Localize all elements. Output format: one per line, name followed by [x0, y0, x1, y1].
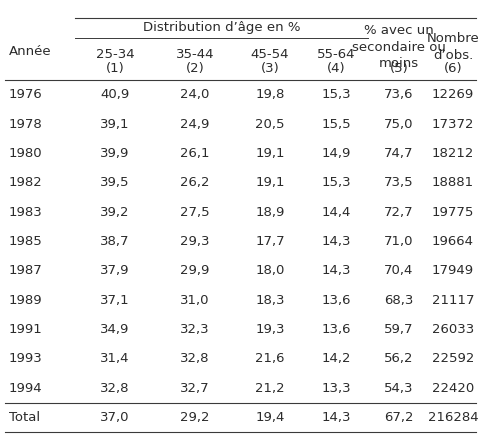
Text: 17372: 17372: [431, 117, 473, 131]
Text: 39,2: 39,2: [100, 205, 130, 219]
Text: (3): (3): [260, 62, 279, 74]
Text: 37,9: 37,9: [100, 264, 130, 277]
Text: 18,3: 18,3: [255, 293, 284, 307]
Text: 75,0: 75,0: [384, 117, 413, 131]
Text: 18,0: 18,0: [255, 264, 284, 277]
Text: 12269: 12269: [431, 88, 473, 101]
Text: 15,3: 15,3: [321, 176, 350, 189]
Text: 13,3: 13,3: [321, 381, 350, 395]
Text: 24,9: 24,9: [180, 117, 209, 131]
Text: 29,9: 29,9: [180, 264, 209, 277]
Text: 34,9: 34,9: [100, 323, 130, 336]
Text: 22592: 22592: [431, 352, 473, 365]
Text: 19,8: 19,8: [255, 88, 284, 101]
Text: 31,4: 31,4: [100, 352, 130, 365]
Text: 68,3: 68,3: [384, 293, 413, 307]
Text: 35-44: 35-44: [175, 48, 214, 61]
Text: 27,5: 27,5: [180, 205, 209, 219]
Text: 1980: 1980: [9, 147, 43, 160]
Text: 14,9: 14,9: [321, 147, 350, 160]
Text: 73,6: 73,6: [384, 88, 413, 101]
Text: 31,0: 31,0: [180, 293, 209, 307]
Text: 29,3: 29,3: [180, 235, 209, 248]
Text: 1991: 1991: [9, 323, 43, 336]
Text: 14,3: 14,3: [321, 235, 350, 248]
Text: 21,2: 21,2: [255, 381, 284, 395]
Text: 15,5: 15,5: [321, 117, 350, 131]
Text: (1): (1): [106, 62, 124, 74]
Text: (2): (2): [185, 62, 204, 74]
Text: Nombre
d’obs.: Nombre d’obs.: [426, 32, 479, 62]
Text: 37,0: 37,0: [100, 411, 130, 424]
Text: 17949: 17949: [431, 264, 473, 277]
Text: 26,2: 26,2: [180, 176, 209, 189]
Text: 72,7: 72,7: [384, 205, 413, 219]
Text: 18212: 18212: [431, 147, 473, 160]
Text: 14,3: 14,3: [321, 264, 350, 277]
Text: 37,1: 37,1: [100, 293, 130, 307]
Text: 56,2: 56,2: [384, 352, 413, 365]
Text: 32,3: 32,3: [180, 323, 209, 336]
Text: 17,7: 17,7: [255, 235, 284, 248]
Text: 39,9: 39,9: [100, 147, 130, 160]
Text: 70,4: 70,4: [384, 264, 413, 277]
Text: 19,1: 19,1: [255, 176, 284, 189]
Text: 26033: 26033: [431, 323, 473, 336]
Text: 32,8: 32,8: [180, 352, 209, 365]
Text: 54,3: 54,3: [384, 381, 413, 395]
Text: 1987: 1987: [9, 264, 43, 277]
Text: 21,6: 21,6: [255, 352, 284, 365]
Text: 74,7: 74,7: [384, 147, 413, 160]
Text: 20,5: 20,5: [255, 117, 284, 131]
Text: 19775: 19775: [431, 205, 473, 219]
Text: 14,3: 14,3: [321, 411, 350, 424]
Text: 1989: 1989: [9, 293, 43, 307]
Text: 1993: 1993: [9, 352, 43, 365]
Text: 14,2: 14,2: [321, 352, 350, 365]
Text: 67,2: 67,2: [384, 411, 413, 424]
Text: 39,1: 39,1: [100, 117, 130, 131]
Text: 15,3: 15,3: [321, 88, 350, 101]
Text: 14,4: 14,4: [321, 205, 350, 219]
Text: 19,1: 19,1: [255, 147, 284, 160]
Text: 19,4: 19,4: [255, 411, 284, 424]
Text: 18,9: 18,9: [255, 205, 284, 219]
Text: 216284: 216284: [427, 411, 477, 424]
Text: 26,1: 26,1: [180, 147, 209, 160]
Text: 38,7: 38,7: [100, 235, 130, 248]
Text: 13,6: 13,6: [321, 323, 350, 336]
Text: 1982: 1982: [9, 176, 43, 189]
Text: Distribution d’âge en %: Distribution d’âge en %: [143, 21, 300, 33]
Text: 1978: 1978: [9, 117, 43, 131]
Text: 1985: 1985: [9, 235, 43, 248]
Text: 1983: 1983: [9, 205, 43, 219]
Text: 55-64: 55-64: [317, 48, 355, 61]
Text: 24,0: 24,0: [180, 88, 209, 101]
Text: 45-54: 45-54: [250, 48, 288, 61]
Text: 40,9: 40,9: [100, 88, 129, 101]
Text: 18881: 18881: [431, 176, 473, 189]
Text: 59,7: 59,7: [384, 323, 413, 336]
Text: 39,5: 39,5: [100, 176, 130, 189]
Text: 19664: 19664: [431, 235, 473, 248]
Text: 29,2: 29,2: [180, 411, 209, 424]
Text: 1976: 1976: [9, 88, 43, 101]
Text: 13,6: 13,6: [321, 293, 350, 307]
Text: % avec un
secondaire ou
moins: % avec un secondaire ou moins: [351, 24, 445, 70]
Text: 19,3: 19,3: [255, 323, 284, 336]
Text: (6): (6): [443, 62, 461, 74]
Text: 73,5: 73,5: [384, 176, 413, 189]
Text: 21117: 21117: [431, 293, 473, 307]
Text: 25-34: 25-34: [96, 48, 134, 61]
Text: 32,7: 32,7: [180, 381, 209, 395]
Text: (5): (5): [389, 62, 408, 74]
Text: 32,8: 32,8: [100, 381, 130, 395]
Text: (4): (4): [326, 62, 345, 74]
Text: 22420: 22420: [431, 381, 473, 395]
Text: Année: Année: [9, 44, 51, 58]
Text: Total: Total: [9, 411, 40, 424]
Text: 1994: 1994: [9, 381, 43, 395]
Text: 71,0: 71,0: [384, 235, 413, 248]
